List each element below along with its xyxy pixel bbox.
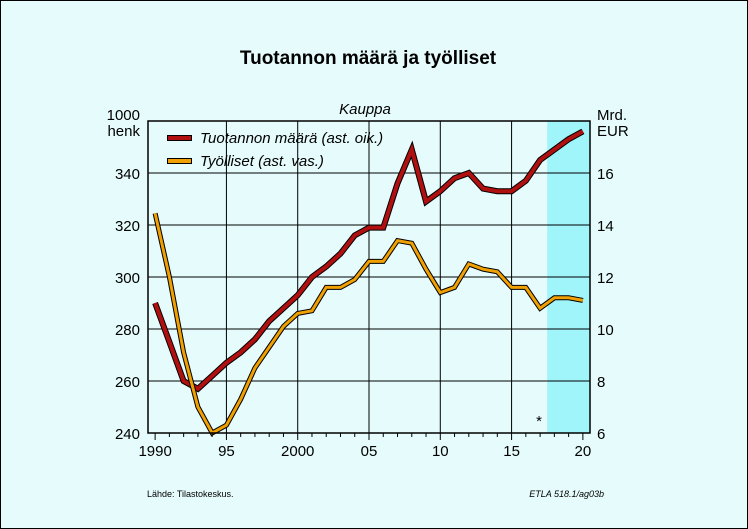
right-tick-label: 6 (597, 426, 605, 443)
right-tick-label: 10 (597, 322, 614, 339)
legend-label-1: Tuotannon määrä (ast. oik.) (200, 130, 383, 147)
left-tick-label: 300 (115, 270, 140, 287)
x-tick-label: 15 (503, 443, 520, 460)
legend-label-2: Työlliset (ast. vas.) (200, 153, 324, 170)
right-tick-label: 12 (597, 270, 614, 287)
left-tick-label: 340 (115, 166, 140, 183)
left-tick-label: 320 (115, 218, 140, 235)
x-tick-label: 95 (218, 443, 235, 460)
right-tick-label: 16 (597, 166, 614, 183)
chart-subtitle: Kauppa (339, 101, 391, 118)
right-axis-unit-2: EUR (597, 123, 629, 140)
x-tick-label: 20 (575, 443, 592, 460)
right-axis-unit-1: Mrd. (597, 107, 627, 124)
legend: Tuotannon määrä (ast. oik.) Työlliset (a… (167, 130, 383, 170)
x-tick-label: 1990 (138, 443, 171, 460)
chart-code: ETLA 518.1/ag03b (529, 489, 604, 499)
plot-frame (147, 120, 591, 434)
left-tick-label: 240 (115, 426, 140, 443)
right-tick-label: 8 (597, 374, 605, 391)
chart-title: Tuotannon määrä ja työlliset (239, 48, 497, 69)
left-tick-label: 280 (115, 322, 140, 339)
left-tick-label: 260 (115, 374, 140, 391)
x-tick-label: 2000 (281, 443, 314, 460)
left-axis-unit-2: henk (107, 123, 140, 140)
x-tick-label: 10 (432, 443, 449, 460)
forecast-marker: * (536, 413, 542, 430)
left-axis-unit-1: 1000 (107, 107, 140, 124)
right-tick-label: 14 (597, 218, 614, 235)
x-tick-label: 05 (361, 443, 378, 460)
source-note: Lähde: Tilastokeskus. (147, 489, 234, 499)
